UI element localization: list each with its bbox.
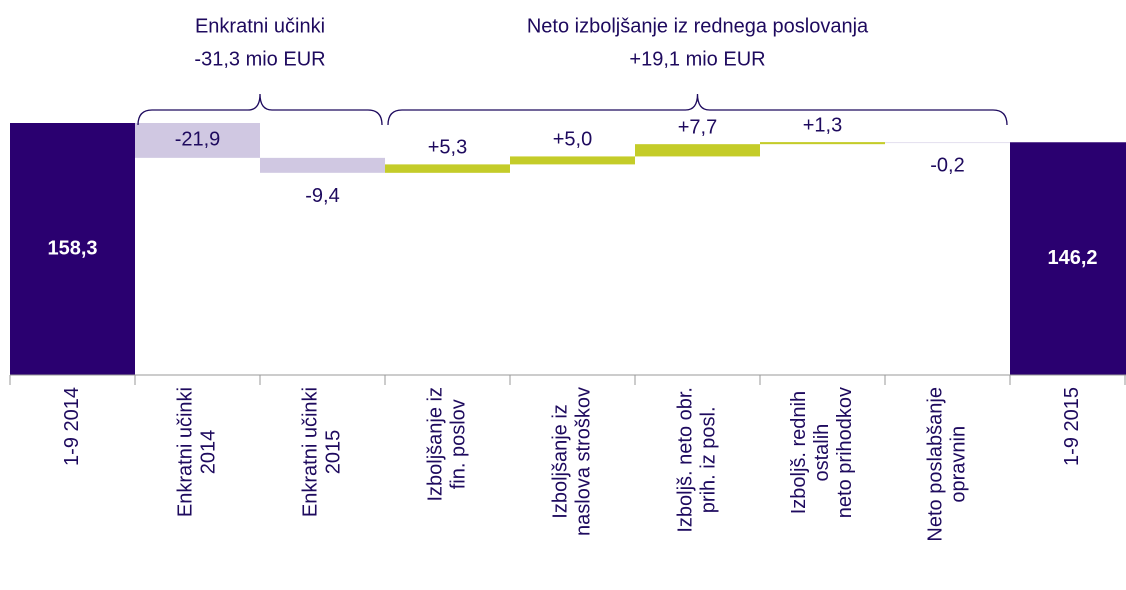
x-tick-label: prih. iz posl. — [697, 406, 719, 513]
x-tick-label: neto prihodkov — [834, 387, 856, 518]
x-tick-label: opravnin — [947, 426, 969, 503]
x-tick-label: Neto poslabšanje — [924, 387, 946, 542]
x-tick-label: 1-9 2014 — [61, 387, 83, 466]
x-tick-label: 1-9 2015 — [1061, 387, 1083, 466]
value-label: -9,4 — [305, 185, 339, 207]
x-tick-label: ostalih — [811, 424, 833, 482]
bar — [760, 142, 885, 145]
x-tick-label: 2014 — [197, 430, 219, 475]
x-tick-label: Izboljšanje iz — [549, 404, 571, 519]
value-label: 146,2 — [1047, 247, 1097, 269]
x-tick-label: Izboljšanje iz — [424, 387, 446, 502]
bar — [385, 164, 510, 173]
x-tick-label: fin. poslov — [447, 399, 469, 489]
x-tick-label: Izboljš. neto obr. — [674, 387, 696, 533]
annotation: -31,3 mio EUR — [194, 48, 325, 70]
bar — [135, 123, 260, 158]
value-label: -21,9 — [175, 129, 221, 151]
brace — [137, 93, 383, 126]
x-tick-label: Izboljš. rednih — [788, 391, 810, 514]
annotation: +19,1 mio EUR — [629, 48, 765, 70]
brace — [387, 93, 1008, 126]
value-label: +1,3 — [803, 114, 842, 136]
value-label: -0,2 — [930, 155, 964, 177]
annotation: Neto izboljšanje iz rednega poslovanja — [527, 15, 869, 37]
value-label: +7,7 — [678, 116, 717, 138]
value-label: +5,3 — [428, 137, 467, 159]
x-tick-label: naslova stroškov — [572, 387, 594, 536]
annotation: Enkratni učinki — [195, 15, 325, 37]
value-label: +5,0 — [553, 129, 592, 151]
bar — [635, 144, 760, 157]
x-tick-label: 2015 — [322, 430, 344, 475]
x-tick-label: Enkratni učinki — [299, 387, 321, 517]
x-tick-label: Enkratni učinki — [174, 387, 196, 517]
bar — [1010, 142, 1126, 375]
value-label: 158,3 — [47, 237, 97, 259]
bar — [885, 142, 1010, 144]
bar — [260, 157, 385, 173]
bar — [10, 123, 135, 375]
bar — [510, 156, 635, 165]
